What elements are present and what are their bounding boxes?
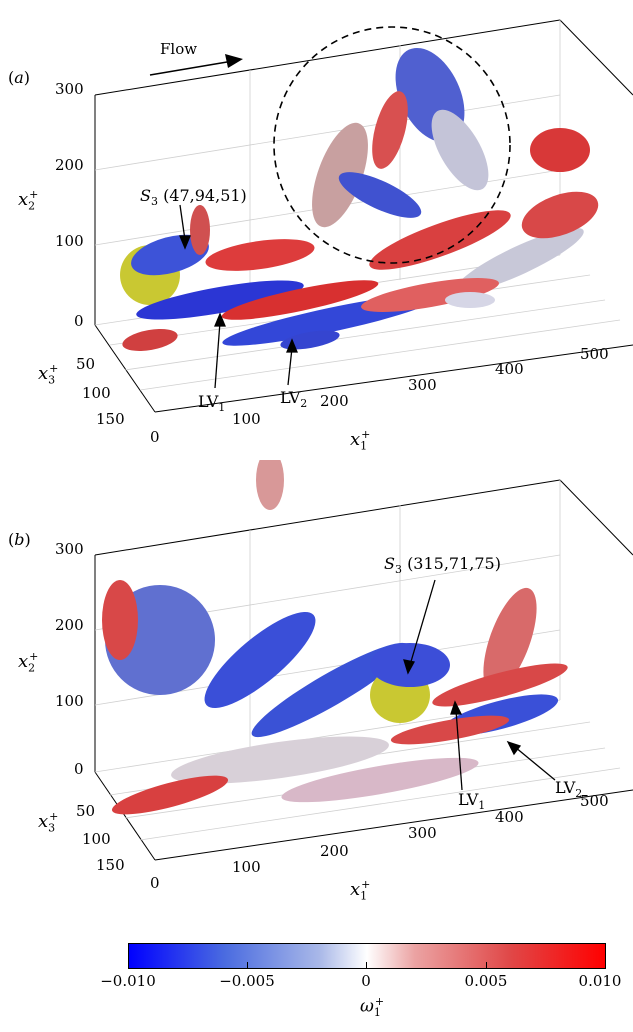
panel-a-tag-letter: a [14, 68, 24, 87]
colorbar-label: ω1+ [360, 995, 385, 1020]
colorbar [128, 943, 606, 969]
colorbar-tick-mark [247, 962, 248, 969]
panel-a-tag: (a) [8, 68, 31, 87]
colorbar-tick-pos-half: 0.005 [464, 972, 508, 990]
colorbar-tick-mark [128, 962, 129, 969]
panel-b-axes-box [94, 460, 633, 861]
panel-b-lv1-annotation: LV1 [458, 790, 486, 813]
panel-a-lv1-annotation: LV1 [198, 392, 226, 415]
panel-a-x1-axis-label: x1+ [350, 428, 371, 453]
panel-a: Flow (a) 300 200 100 0 x2+ 50 100 150 x3… [0, 0, 633, 460]
panel-b-tag: (b) [8, 530, 31, 549]
panel-b-s3-annotation: S3 (315,71,75) [384, 554, 501, 577]
panel-a-vortex-structures [120, 47, 599, 351]
panel-b-vortex-structures [102, 460, 568, 815]
colorbar-tick-min: −0.010 [100, 972, 156, 990]
panel-b-x2-tick-0: 0 [74, 760, 84, 778]
colorbar-tick-max: 0.010 [578, 972, 622, 990]
panel-a-x1-tick-500: 500 [580, 345, 609, 363]
panel-a-x3-tick-100: 100 [82, 384, 111, 402]
panel-b-x1-axis-label: x1+ [350, 878, 371, 903]
colorbar-tick-mark [486, 962, 487, 969]
panel-a-x1-tick-200: 200 [320, 392, 349, 410]
panel-b-x2-tick-300: 300 [55, 540, 84, 558]
panel-a-x1-tick-0: 0 [150, 428, 160, 446]
panel-a-x1-tick-100: 100 [232, 410, 261, 428]
panel-a-lv2-annotation: LV2 [280, 388, 308, 411]
panel-a-x3-axis-label: x3+ [38, 362, 59, 387]
panel-b-x1-tick-0: 0 [150, 874, 160, 892]
panel-a-x2-axis-label: x2+ [18, 188, 39, 213]
panel-b-x1-tick-400: 400 [495, 808, 524, 826]
panel-b-x1-tick-300: 300 [408, 824, 437, 842]
panel-b-x2-tick-200: 200 [55, 616, 84, 634]
panel-a-highlight-circle [273, 26, 511, 264]
panel-b-x2-tick-100: 100 [55, 692, 84, 710]
colorbar-tick-neg-half: −0.005 [219, 972, 275, 990]
panel-b-x1-tick-500: 500 [580, 792, 609, 810]
panel-b-x3-axis-label: x3+ [38, 810, 59, 835]
panel-a-x3-tick-50: 50 [76, 355, 96, 373]
panel-b-x2-axis-label: x2+ [18, 650, 39, 675]
panel-a-x2-tick-300: 300 [55, 80, 84, 98]
panel-b-lv2-annotation: LV2 [555, 778, 583, 801]
panel-a-x2-tick-200: 200 [55, 156, 84, 174]
panel-b-x1-tick-100: 100 [232, 858, 261, 876]
panel-a-axes-box [94, 19, 633, 413]
panel-b-tag-letter: b [14, 530, 25, 549]
panel-a-x3-tick-150: 150 [96, 410, 125, 428]
panel-a-s3-annotation: S3 (47,94,51) [140, 186, 247, 209]
colorbar-tick-mark [366, 962, 367, 969]
colorbar-tick-mark [605, 962, 606, 969]
panel-a-x1-tick-400: 400 [495, 360, 524, 378]
panel-a-x2-tick-0: 0 [74, 312, 84, 330]
panel-b-x3-tick-100: 100 [82, 830, 111, 848]
panel-b-x3-tick-50: 50 [76, 802, 96, 820]
panel-a-x2-tick-100: 100 [55, 232, 84, 250]
flow-label: Flow [160, 40, 198, 58]
panel-b: (b) 300 200 100 0 x2+ 50 100 150 x3+ 0 1… [0, 460, 633, 920]
panel-b-x3-tick-150: 150 [96, 856, 125, 874]
panel-b-x1-tick-200: 200 [320, 842, 349, 860]
colorbar-tick-zero: 0 [361, 972, 371, 990]
panel-a-x1-tick-300: 300 [408, 376, 437, 394]
